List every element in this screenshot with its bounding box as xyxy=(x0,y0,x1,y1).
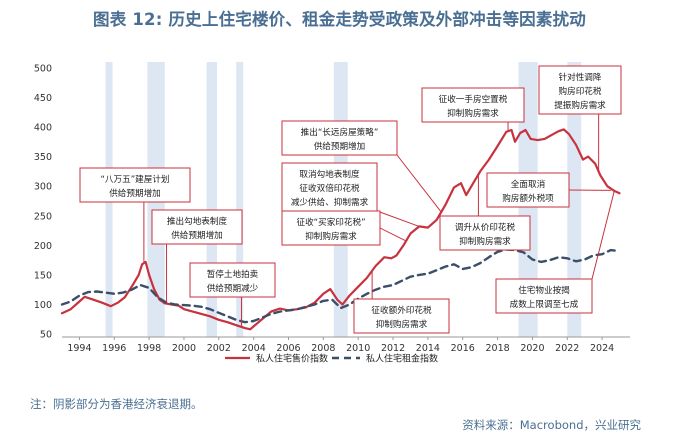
recession-band xyxy=(236,62,244,337)
annotation-text: “八万五”建屋计划 xyxy=(100,173,169,185)
annotation-text: 供给预期增加 xyxy=(314,140,366,152)
annotation-box xyxy=(281,210,381,246)
annotation-text: 购房额外税项 xyxy=(502,192,554,204)
annotation-connector xyxy=(376,210,420,227)
y-tick-label: 350 xyxy=(34,152,52,163)
annotation-box xyxy=(189,262,276,298)
annotation-box xyxy=(486,172,570,208)
y-tick-label: 450 xyxy=(34,93,52,104)
recession-band xyxy=(567,62,582,337)
y-tick-label: 200 xyxy=(34,241,52,252)
legend-label-rent: 私人住宅租金指数 xyxy=(366,353,438,365)
y-tick-label: 100 xyxy=(34,300,52,311)
annotation-box xyxy=(421,87,525,123)
y-tick-label: 300 xyxy=(34,182,52,193)
x-tick-label: 2002 xyxy=(207,343,231,354)
annotation-text: 暂停土地拍卖 xyxy=(207,268,259,280)
x-tick-label: 2018 xyxy=(485,343,509,354)
y-tick-label: 150 xyxy=(34,270,52,281)
x-tick-label: 2022 xyxy=(555,343,579,354)
x-tick-label: 1996 xyxy=(102,343,126,354)
annotation-box xyxy=(353,298,450,334)
annotation-text: 抑制购房需求 xyxy=(376,318,428,330)
x-tick-label: 2024 xyxy=(590,343,614,354)
annotation-text: 提振购房需求 xyxy=(554,99,606,111)
annotation-text: 推出勾地表制度 xyxy=(167,215,228,227)
annotation-connector xyxy=(379,227,406,242)
x-tick-label: 2004 xyxy=(242,343,266,354)
legend-label-price: 私人住宅售价指数 xyxy=(256,353,328,365)
annotation-text: 征收“买家印花税” xyxy=(296,216,365,228)
annotation-box xyxy=(281,162,378,212)
annotation-connector xyxy=(396,154,443,214)
annotation-box xyxy=(439,215,531,251)
annotation-box xyxy=(281,120,398,156)
y-tick-label: 500 xyxy=(34,63,52,74)
annotation-text: 调升从价印花税 xyxy=(455,221,516,233)
annotation-box xyxy=(495,278,593,314)
y-tick-label: 250 xyxy=(34,211,52,222)
annotation-text: 全面取消 xyxy=(511,178,546,190)
y-tick-label: 400 xyxy=(34,123,52,134)
annotation-box xyxy=(538,65,622,115)
x-tick-label: 2016 xyxy=(451,343,475,354)
series-line-rent xyxy=(60,248,621,324)
annotation-text: 减少供给、抑制需求 xyxy=(291,196,369,208)
series-line-price xyxy=(60,128,621,331)
annotation-text: 征收额外印花税 xyxy=(371,304,432,316)
annotation-text: 成数上限调至七成 xyxy=(510,298,579,310)
annotation-text: 针对性调降 xyxy=(559,71,602,83)
annotation-callout: 推出“长远房屋策略” 供给预期增加 xyxy=(281,120,443,214)
annotation-callout: 征收“买家印花税” 抑制购房需求 xyxy=(281,210,406,246)
chart-title: 图表 12: 历史上住宅楼价、租金走势受政策及外部冲击等因素扰动 xyxy=(93,10,586,29)
x-tick-label: 2014 xyxy=(416,343,440,354)
annotation-text: 供给预期增加 xyxy=(171,229,223,241)
annotation-text: 取消勾地表制度 xyxy=(299,168,360,180)
x-tick-label: 2010 xyxy=(346,343,370,354)
annotation-box xyxy=(79,167,191,203)
footnote: 注：阴影部分为香港经济衰退期。 xyxy=(30,397,203,411)
annotation-text: 抑制购房需求 xyxy=(459,235,511,247)
annotation-box xyxy=(151,209,243,245)
x-tick-label: 2000 xyxy=(172,343,196,354)
annotation-text: 征收一手房空置税 xyxy=(439,93,508,105)
annotation-text: 抑制购房需求 xyxy=(305,230,357,242)
annotation-text: 征收双倍印花税 xyxy=(299,182,360,194)
x-tick-label: 2020 xyxy=(520,343,544,354)
y-tick-label: 50 xyxy=(40,330,52,341)
annotation-text: 供给预期减少 xyxy=(207,282,259,294)
x-tick-label: 1994 xyxy=(67,343,91,354)
x-tick-label: 2006 xyxy=(276,343,300,354)
source-note: 资料来源：Macrobond，兴业研究 xyxy=(462,418,641,432)
x-tick-label: 2012 xyxy=(381,343,405,354)
annotation-connector xyxy=(591,190,615,280)
annotation-text: 住宅物业按揭 xyxy=(518,284,570,296)
annotation-text: 推出“长远房屋策略” xyxy=(301,126,379,138)
annotation-text: 购房印花税 xyxy=(559,85,602,97)
x-tick-label: 1998 xyxy=(137,343,161,354)
annotation-text: 抑制购房需求 xyxy=(447,107,499,119)
annotation-text: 供给预期增加 xyxy=(109,187,161,199)
recession-band xyxy=(206,62,218,337)
x-tick-label: 2008 xyxy=(311,343,335,354)
